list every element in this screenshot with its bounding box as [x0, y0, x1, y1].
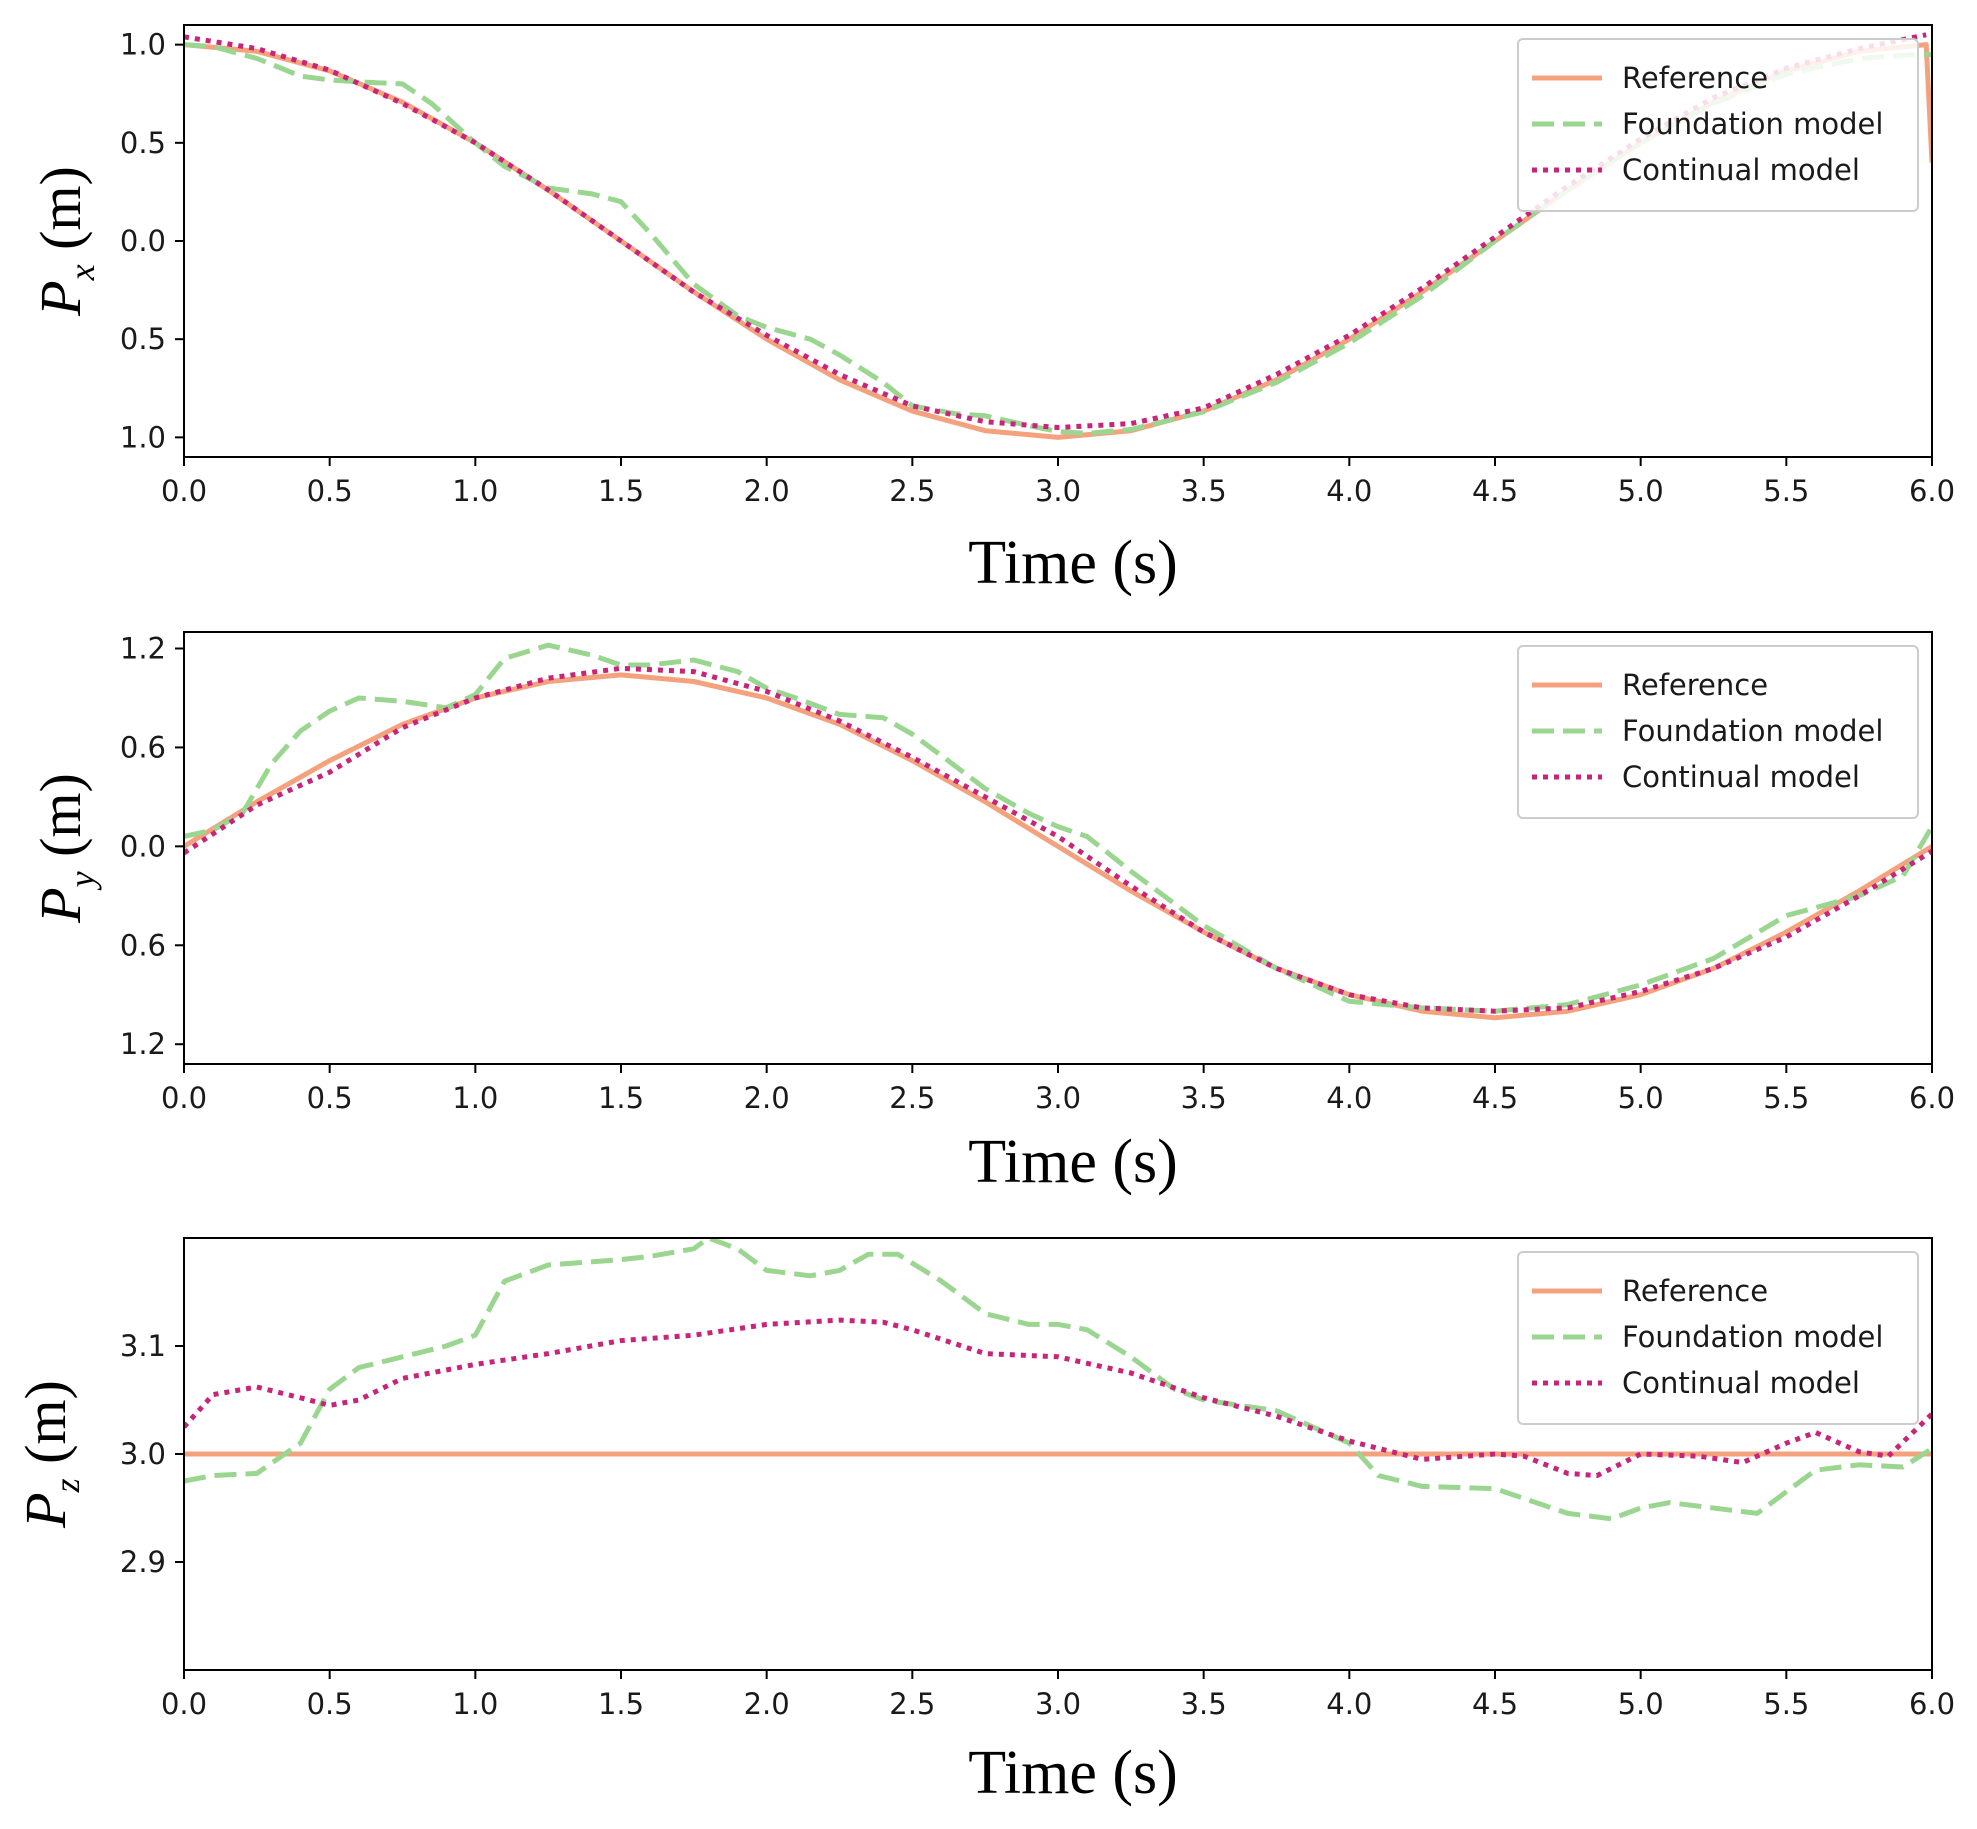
x-tick-label: 1.5	[598, 1687, 644, 1721]
legend-label: Reference	[1622, 1274, 1768, 1308]
legend-label: Reference	[1622, 61, 1768, 95]
x-tick-label: 0.0	[161, 474, 207, 508]
x-tick-label: 3.0	[1035, 1687, 1081, 1721]
legend-label: Foundation model	[1622, 1320, 1883, 1354]
x-tick-label: 0.0	[161, 1081, 207, 1115]
x-tick-label: 1.0	[452, 1687, 498, 1721]
x-tick-label: 0.0	[161, 1687, 207, 1721]
x-tick-label: 0.5	[307, 1687, 353, 1721]
x-tick-label: 5.5	[1763, 1687, 1809, 1721]
y-axis-label-symbol: P	[28, 887, 93, 923]
x-tick-label: 5.5	[1763, 474, 1809, 508]
x-tick-label: 2.5	[889, 474, 935, 508]
y-tick-label: 3.1	[120, 1329, 166, 1363]
x-tick-label: 3.5	[1181, 1081, 1227, 1115]
x-tick-label: 2.5	[889, 1687, 935, 1721]
x-tick-label: 4.0	[1326, 1081, 1372, 1115]
legend-box	[1517, 38, 1919, 212]
legend: Reference Foundation model Continual model	[1517, 645, 1919, 819]
y-tick-label: 0.6	[120, 730, 166, 764]
legend-label: Reference	[1622, 668, 1768, 702]
y-tick-label: 0.5	[120, 126, 166, 160]
y-tick-label: 0.5	[120, 322, 166, 356]
legend: Reference Foundation model Continual model	[1517, 1251, 1919, 1425]
legend-label: Continual model	[1622, 1366, 1860, 1400]
y-axis-label-symbol: P	[13, 1492, 78, 1528]
x-tick-label: 4.5	[1472, 1081, 1518, 1115]
x-tick-label: 2.5	[889, 1081, 935, 1115]
y-axis-label-unit: (m)	[13, 1380, 78, 1478]
y-axis-label: Pz (m)	[13, 1380, 87, 1529]
y-tick-label: 0.0	[120, 829, 166, 863]
x-tick-label: 1.0	[452, 1081, 498, 1115]
legend-label: Continual model	[1622, 153, 1860, 187]
x-tick-label: 3.5	[1181, 474, 1227, 508]
x-tick-label: 1.5	[598, 474, 644, 508]
x-tick-label: 6.0	[1909, 1081, 1955, 1115]
x-tick-label: 6.0	[1909, 1687, 1955, 1721]
x-axis-label: Time (s)	[968, 1739, 1178, 1807]
x-tick-label: 6.0	[1909, 474, 1955, 508]
y-tick-label: 1.2	[120, 631, 166, 665]
x-tick-label: 3.5	[1181, 1687, 1227, 1721]
y-tick-label: 1.2	[120, 1027, 166, 1061]
y-axis-label: Py (m)	[28, 773, 102, 924]
x-tick-label: 2.0	[744, 1687, 790, 1721]
y-axis-label-subscript: x	[62, 264, 102, 281]
x-tick-label: 4.5	[1472, 1687, 1518, 1721]
y-axis-label-unit: (m)	[28, 773, 93, 871]
y-tick-label: 0.6	[120, 928, 166, 962]
x-tick-label: 4.0	[1326, 1687, 1372, 1721]
y-tick-label: 3.0	[120, 1437, 166, 1471]
y-tick-label: 2.9	[120, 1545, 166, 1579]
x-tick-label: 1.0	[452, 474, 498, 508]
legend-label: Foundation model	[1622, 107, 1883, 141]
series-line-continual-model	[184, 32, 1927, 430]
x-tick-label: 3.0	[1035, 1081, 1081, 1115]
x-tick-label: 5.5	[1763, 1081, 1809, 1115]
x-tick-label: 4.0	[1326, 474, 1372, 508]
x-tick-label: 5.0	[1618, 1081, 1664, 1115]
legend-label: Continual model	[1622, 760, 1860, 794]
y-axis-label-unit: (m)	[28, 166, 93, 264]
x-tick-label: 2.0	[744, 474, 790, 508]
x-tick-label: 0.5	[307, 1081, 353, 1115]
x-tick-label: 2.0	[744, 1081, 790, 1115]
legend-label: Foundation model	[1622, 714, 1883, 748]
chart-panel-2: 0.0 0.5 1.0 1.5 2.0 2.5 3.0 3.5 4.0 4.5 5.0 5.5 6.0 1…	[28, 631, 1955, 1196]
series-line-continual-model	[184, 665, 1932, 1014]
y-tick-label: 0.0	[120, 224, 166, 258]
chart-panel-3: 0.0 0.5 1.0 1.5 2.0 2.5 3.0 3.5 4.0 4.5 5.0 5.5 6.0 3…	[13, 1237, 1955, 1807]
series-line-foundation-model	[184, 642, 1932, 1014]
legend-box	[1517, 645, 1919, 819]
legend-box	[1517, 1251, 1919, 1425]
x-axis-label: Time (s)	[968, 1128, 1178, 1196]
y-axis-label-subscript: y	[62, 871, 102, 890]
chart-panel-1: 0.0 0.5 1.0 1.5 2.0 2.5 3.0 3.5 4.0 4.5 5.0 5.5 6.0 1…	[28, 24, 1955, 597]
x-axis-label: Time (s)	[968, 529, 1178, 597]
y-tick-label: 1.0	[120, 420, 166, 454]
y-axis-label: Px (m)	[28, 166, 102, 317]
legend: Reference Foundation model Continual model	[1517, 38, 1919, 212]
x-tick-label: 3.0	[1035, 474, 1081, 508]
y-axis-label-subscript: z	[47, 1478, 87, 1493]
x-tick-label: 5.0	[1618, 1687, 1664, 1721]
series-line-foundation-model	[184, 1238, 1932, 1522]
x-tick-label: 1.5	[598, 1081, 644, 1115]
x-tick-label: 0.5	[307, 474, 353, 508]
x-tick-label: 5.0	[1618, 474, 1664, 508]
y-tick-label: 1.0	[120, 28, 166, 62]
x-tick-label: 4.5	[1472, 474, 1518, 508]
y-axis-label-symbol: P	[28, 280, 93, 316]
